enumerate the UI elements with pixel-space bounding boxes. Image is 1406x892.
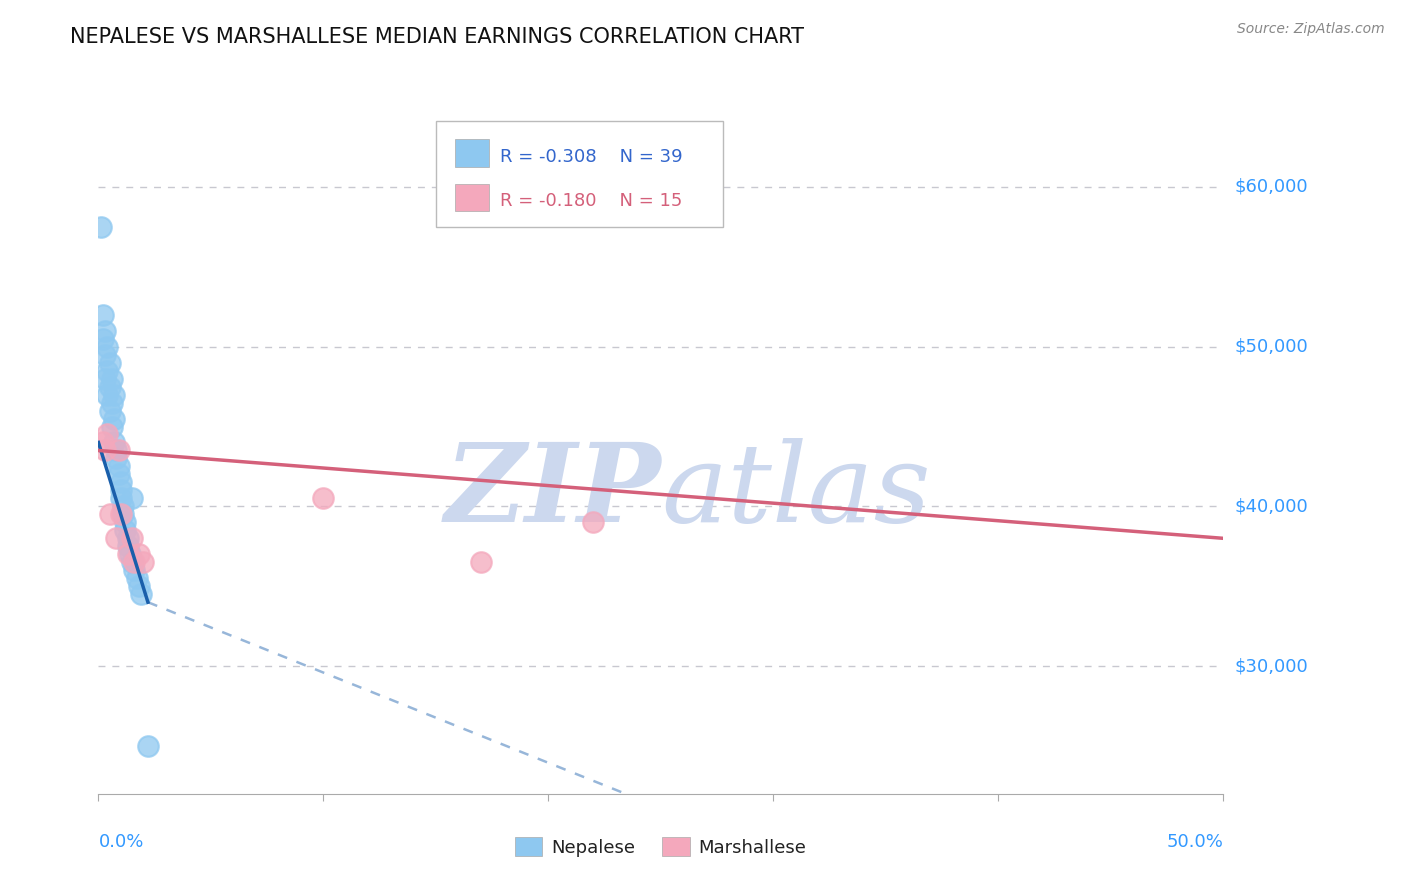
Point <box>110 483 132 498</box>
Point <box>125 571 148 585</box>
Text: 50.0%: 50.0% <box>1167 833 1223 851</box>
Point <box>90 219 112 234</box>
Point <box>98 508 121 522</box>
Point <box>91 332 114 346</box>
Point <box>117 547 139 561</box>
Point <box>132 555 155 569</box>
Point <box>101 395 124 409</box>
Point <box>91 435 114 450</box>
Point <box>107 443 129 458</box>
Point <box>103 387 125 401</box>
Point <box>101 419 124 434</box>
Point <box>136 739 159 753</box>
Text: R = -0.180    N = 15: R = -0.180 N = 15 <box>501 193 682 211</box>
Text: $50,000: $50,000 <box>1234 338 1308 356</box>
Point <box>110 475 132 490</box>
Point <box>94 324 117 338</box>
Text: $40,000: $40,000 <box>1234 498 1308 516</box>
Point <box>117 531 139 545</box>
Point <box>103 411 125 425</box>
Text: 0.0%: 0.0% <box>98 833 143 851</box>
Point <box>105 531 128 545</box>
Point <box>117 539 139 553</box>
Point <box>128 579 150 593</box>
Point <box>101 371 124 385</box>
Legend: Nepalese, Marshallese: Nepalese, Marshallese <box>508 830 814 863</box>
Point <box>470 555 492 569</box>
Point <box>98 379 121 393</box>
Point <box>96 427 118 442</box>
Point <box>112 500 135 514</box>
Point <box>124 555 146 569</box>
Point <box>105 451 128 466</box>
Point <box>124 563 146 577</box>
Bar <box>456 139 489 167</box>
Text: Source: ZipAtlas.com: Source: ZipAtlas.com <box>1237 22 1385 37</box>
Point <box>96 340 118 354</box>
Point <box>107 459 129 474</box>
Point <box>112 508 135 522</box>
Point <box>110 508 132 522</box>
Text: $30,000: $30,000 <box>1234 657 1308 675</box>
FancyBboxPatch shape <box>436 120 723 227</box>
Point <box>114 516 136 530</box>
Text: R = -0.308    N = 39: R = -0.308 N = 39 <box>501 147 682 166</box>
Point <box>96 363 118 377</box>
Point <box>128 547 150 561</box>
Bar <box>456 184 489 211</box>
Point <box>121 555 143 569</box>
Point <box>121 531 143 545</box>
Point <box>121 491 143 506</box>
Point <box>114 524 136 538</box>
Point <box>94 348 117 362</box>
Text: NEPALESE VS MARSHALLESE MEDIAN EARNINGS CORRELATION CHART: NEPALESE VS MARSHALLESE MEDIAN EARNINGS … <box>70 27 804 46</box>
Text: atlas: atlas <box>661 438 931 545</box>
Point <box>94 443 117 458</box>
Point <box>582 516 605 530</box>
Text: ZIP: ZIP <box>444 438 661 545</box>
Point <box>91 308 114 322</box>
Point <box>107 467 129 482</box>
Text: $60,000: $60,000 <box>1234 178 1308 196</box>
Point <box>96 387 118 401</box>
Point <box>98 356 121 370</box>
Point <box>312 491 335 506</box>
Point <box>129 587 152 601</box>
Point <box>94 371 117 385</box>
Point <box>98 403 121 417</box>
Point <box>105 443 128 458</box>
Point <box>110 491 132 506</box>
Point <box>118 547 141 561</box>
Point <box>103 435 125 450</box>
